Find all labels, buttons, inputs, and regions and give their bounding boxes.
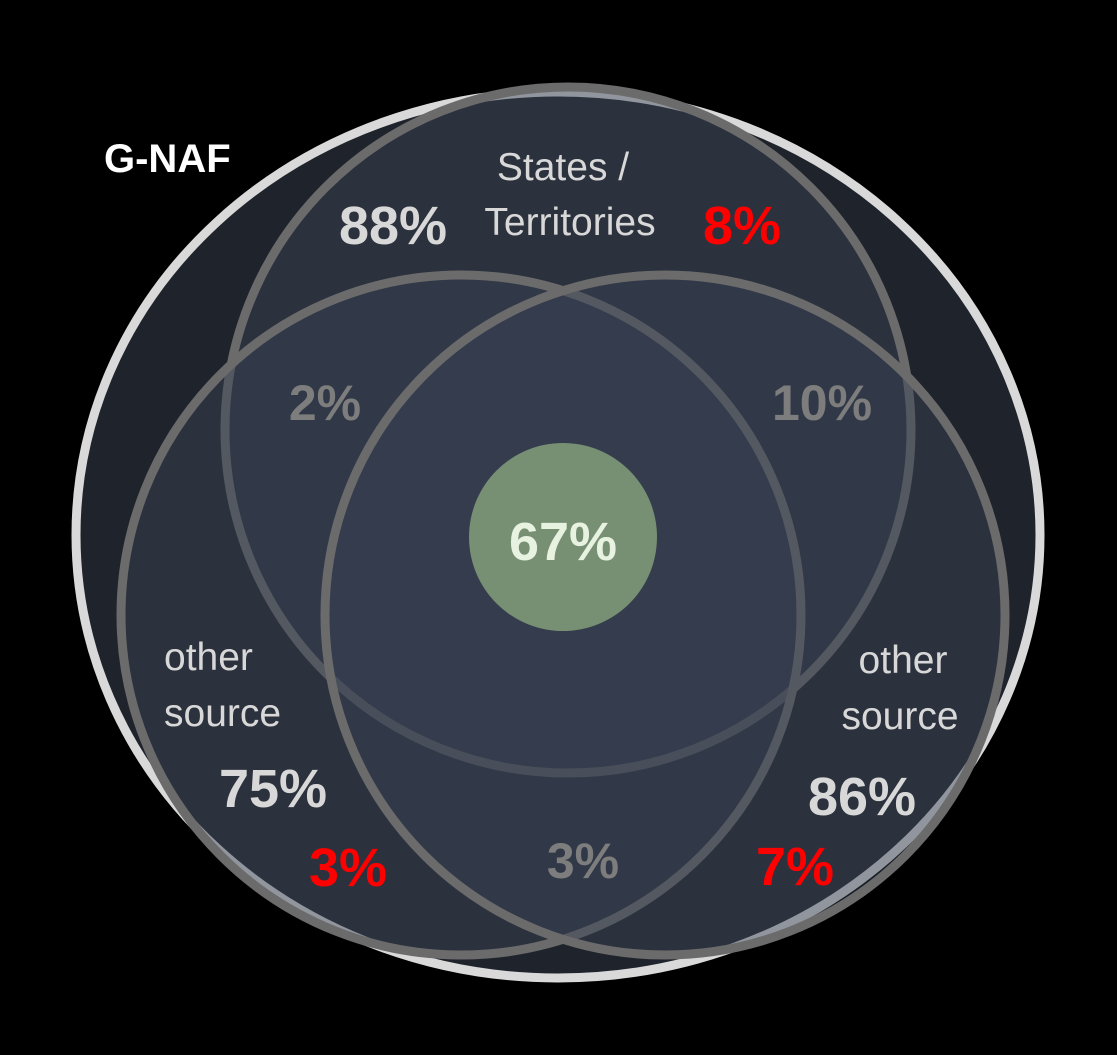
center-circle: [469, 443, 657, 631]
top-set-label-line1: States /: [497, 146, 629, 189]
overlap-top-left: 2%: [289, 375, 361, 431]
left-set-label-line2: source: [164, 692, 281, 735]
overlap-all-three: 67%: [509, 512, 617, 572]
overlap-left-right: 3%: [547, 833, 619, 889]
right-set-label-line2: source: [841, 695, 958, 738]
left-set-unique: 3%: [309, 838, 387, 898]
left-set-label-line1: other: [164, 636, 253, 679]
top-set-unique: 8%: [703, 196, 781, 256]
left-set-coverage: 75%: [219, 759, 327, 819]
right-set-coverage: 86%: [808, 767, 916, 827]
set-circle-left: [116, 270, 806, 960]
set-circle-top: [220, 82, 916, 778]
set-circle-right: [320, 270, 1010, 960]
top-set-label-line2: Territories: [484, 201, 655, 244]
gnaf-label: G-NAF: [104, 137, 231, 181]
overlap-top-right: 10%: [772, 375, 872, 431]
top-set-coverage: 88%: [339, 196, 447, 256]
right-set-label-line1: other: [859, 639, 948, 682]
right-set-unique: 7%: [756, 837, 834, 897]
